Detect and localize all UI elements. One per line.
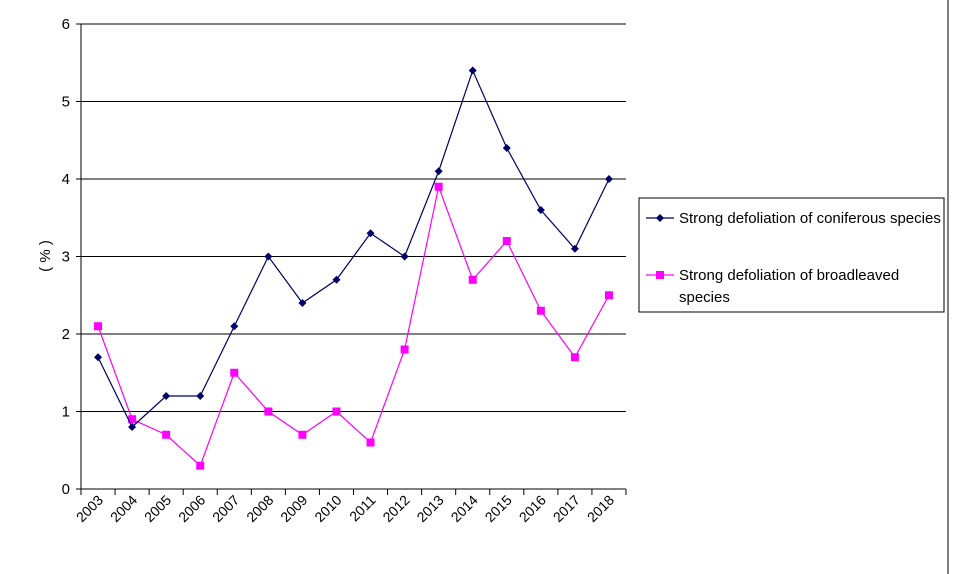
data-point [332, 407, 341, 416]
x-tick-label: 2018 [584, 492, 617, 525]
data-point [128, 415, 137, 424]
data-point [298, 299, 307, 307]
data-point [264, 407, 273, 416]
x-tick-label: 2006 [175, 492, 208, 525]
data-point [230, 322, 239, 331]
data-point [366, 229, 375, 238]
data-point [604, 291, 613, 300]
data-point [502, 237, 511, 245]
legend-box [638, 197, 945, 313]
legend-entry: Strong defoliation of broadleaved species [646, 267, 899, 306]
data-point [570, 353, 579, 362]
legend: Strong defoliation of coniferous species… [638, 197, 945, 313]
x-ticks: 2003 2004 2005 2006 2007 2008 2009 2010 2011 2012… [73, 489, 627, 525]
data-point [366, 438, 375, 447]
x-tick-label: 2012 [379, 492, 412, 525]
data-point [536, 206, 545, 214]
data-point [434, 167, 443, 176]
series [94, 66, 613, 431]
data-point [400, 345, 409, 354]
y-tick-label: 2 [62, 326, 70, 343]
series-layer [94, 66, 613, 470]
data-point [162, 392, 171, 400]
x-tick-label: 2007 [209, 492, 242, 525]
x-tick-label: 2014 [447, 492, 480, 525]
x-tick-label: 2008 [243, 492, 276, 525]
data-point [264, 252, 273, 261]
data-point [230, 368, 239, 377]
data-point [128, 423, 137, 431]
data-point [196, 392, 205, 400]
x-tick-label: 2003 [73, 492, 106, 525]
data-point [656, 214, 664, 222]
data-point [162, 430, 171, 439]
data-point [94, 353, 103, 362]
y-tick-label: 6 [62, 16, 70, 33]
data-point [298, 430, 307, 439]
y-ticks: 0 1 2 3 4 5 6 [62, 16, 81, 498]
legend-label: Strong defoliation of broadleaved species [679, 267, 899, 306]
x-tick-label: 2004 [107, 492, 140, 525]
x-tick-label: 2015 [482, 492, 515, 525]
series [94, 182, 613, 470]
data-point [94, 322, 103, 331]
y-tick-label: 1 [62, 404, 70, 421]
data-point [434, 182, 443, 191]
y-axis-label: ( % ) [37, 240, 54, 272]
x-tick-label: 2005 [141, 492, 174, 525]
data-point [656, 271, 664, 279]
x-tick-label: 2011 [346, 492, 379, 525]
legend-label: Strong defoliation of coniferous species [679, 210, 941, 227]
data-point [196, 461, 205, 470]
series-line [97, 68, 610, 428]
y-tick-label: 0 [62, 481, 70, 498]
data-point [570, 244, 579, 253]
x-tick-label: 2010 [311, 492, 344, 525]
data-point [604, 175, 613, 183]
data-point [468, 66, 477, 75]
data-point [468, 275, 477, 284]
data-point [400, 252, 409, 261]
data-point [536, 306, 545, 315]
y-tick-label: 3 [62, 249, 70, 266]
x-tick-label: 2016 [516, 492, 549, 525]
x-tick-label: 2013 [413, 492, 446, 525]
data-point [502, 144, 511, 152]
legend-entry: Strong defoliation of coniferous species [646, 210, 941, 227]
data-point [332, 275, 341, 284]
x-tick-label: 2017 [550, 492, 583, 525]
series-line [97, 184, 610, 467]
y-tick-label: 4 [62, 171, 70, 188]
y-tick-label: 5 [62, 94, 70, 111]
x-tick-label: 2009 [277, 492, 310, 525]
